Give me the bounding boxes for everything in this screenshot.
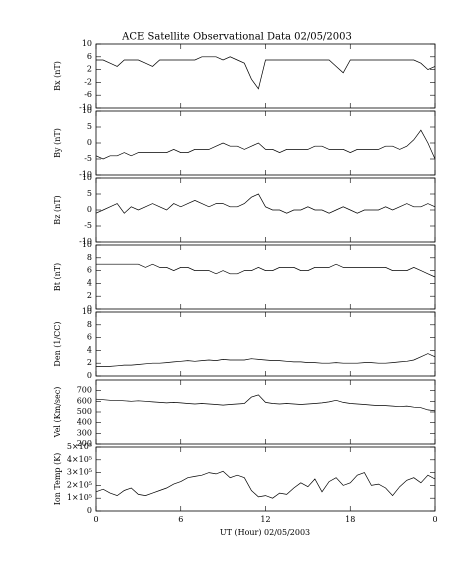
- y-tick-label: 700: [77, 386, 92, 395]
- y-tick-label: 300: [77, 428, 92, 437]
- data-line: [95, 394, 436, 412]
- y-tick-label: 2: [87, 65, 92, 74]
- chart-title: ACE Satellite Observational Data 02/05/2…: [121, 32, 352, 43]
- y-tick-label: -10: [79, 237, 92, 246]
- y-tick-label: 10: [82, 39, 92, 48]
- y-tick-label: 4: [87, 278, 92, 287]
- y-axis-label: Ion Temp (K): [53, 453, 62, 506]
- y-tick-label: 10: [82, 173, 92, 182]
- y-tick-label: 2: [87, 291, 92, 300]
- y-tick-label: 6: [87, 266, 92, 275]
- y-tick-label: 8: [87, 320, 92, 329]
- x-tick-label: 18: [345, 515, 355, 524]
- y-tick-label: -2: [84, 77, 92, 86]
- panel-frame: [95, 379, 436, 445]
- y-tick-label: 2: [87, 358, 92, 367]
- y-tick-label: -5: [84, 221, 92, 230]
- y-tick-label: -10: [79, 103, 92, 112]
- y-tick-label: 10: [82, 106, 92, 115]
- y-tick-label: 8: [87, 253, 92, 262]
- y-tick-label: 3×10⁵: [67, 468, 92, 477]
- panel-frame: [95, 110, 436, 176]
- y-tick-label: 200: [77, 439, 92, 448]
- x-tick-label: 0: [432, 515, 437, 524]
- y-tick-label: 0: [87, 371, 92, 380]
- y-tick-label: 0: [87, 304, 92, 313]
- data-line: [96, 56, 436, 90]
- y-tick-label: 5×10⁵: [67, 442, 92, 451]
- y-tick-label: 5: [87, 189, 92, 198]
- panel-frame: [95, 244, 436, 310]
- y-axis-label: Bt (nT): [53, 263, 62, 291]
- panel-frame: [95, 311, 436, 377]
- y-tick-label: 1×10⁵: [67, 493, 92, 502]
- y-tick-label: 4×10⁵: [67, 455, 92, 464]
- data-line: [96, 353, 436, 367]
- y-tick-label: -10: [79, 170, 92, 179]
- data-line: [95, 470, 436, 499]
- y-tick-label: 0: [87, 506, 92, 515]
- data-line: [95, 129, 436, 160]
- y-tick-label: 6: [87, 333, 92, 342]
- y-tick-label: 600: [77, 396, 92, 405]
- y-tick-label: 500: [77, 407, 92, 416]
- x-tick-label: 12: [260, 515, 270, 524]
- y-tick-label: 0: [87, 138, 92, 147]
- x-tick-label: 6: [178, 515, 183, 524]
- y-tick-label: 4: [87, 345, 92, 354]
- y-tick-label: 400: [77, 418, 92, 427]
- y-tick-label: 0: [87, 205, 92, 214]
- y-tick-label: 10: [82, 240, 92, 249]
- data-line: [95, 193, 436, 214]
- y-axis-label: Den (1/CC): [53, 321, 62, 366]
- y-tick-label: 2×10⁵: [67, 480, 92, 489]
- y-axis-label: Bz (nT): [53, 195, 62, 224]
- y-axis-label: Vel (Km/sec): [53, 387, 62, 439]
- panel-frame: [95, 446, 436, 512]
- x-tick-label: 0: [93, 515, 98, 524]
- x-axis-label: UT (Hour) 02/05/2003: [220, 528, 310, 537]
- y-axis-label: By (nT): [53, 128, 62, 158]
- y-tick-label: 10: [82, 307, 92, 316]
- y-axis-label: Bx (nT): [53, 61, 62, 91]
- panel-frame: [95, 177, 436, 243]
- y-tick-label: 6: [87, 52, 92, 61]
- data-line: [96, 263, 436, 278]
- panel-frame: [95, 43, 436, 109]
- y-tick-label: -5: [84, 154, 92, 163]
- y-tick-label: 5: [87, 122, 92, 131]
- y-tick-label: -6: [84, 90, 92, 99]
